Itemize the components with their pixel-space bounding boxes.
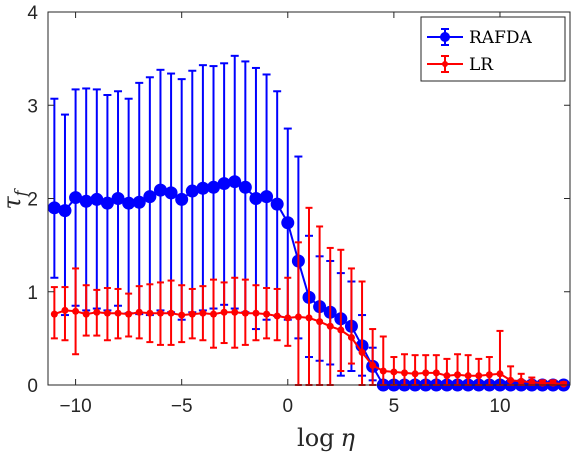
data-point-rafda <box>185 184 199 198</box>
x-tick-label: 5 <box>389 396 400 417</box>
y-tick-label: 2 <box>27 190 38 211</box>
data-point-lr <box>188 310 196 318</box>
data-point-rafda <box>249 192 263 205</box>
data-point-rafda <box>58 204 72 218</box>
legend-entry-lr: LR <box>427 55 494 75</box>
x-tick-label: −5 <box>171 396 193 417</box>
data-point-lr <box>379 367 387 375</box>
y-tick-label: 0 <box>27 376 38 397</box>
data-point-lr <box>411 370 419 378</box>
data-point-lr <box>475 372 483 380</box>
data-point-lr <box>528 378 536 386</box>
data-point-lr <box>316 318 324 326</box>
data-point-lr <box>326 322 334 330</box>
data-point-rafda <box>217 177 231 191</box>
data-point-lr <box>454 371 462 379</box>
data-point-lr <box>156 309 164 317</box>
data-point-rafda <box>100 196 114 210</box>
legend-marker-lr <box>442 61 448 67</box>
data-point-rafda <box>79 194 93 208</box>
data-point-rafda <box>175 192 189 206</box>
data-point-rafda <box>228 175 242 189</box>
data-point-lr <box>517 377 525 385</box>
data-point-lr <box>178 311 186 319</box>
y-axis: 0 1 2 3 4 <box>27 3 570 397</box>
data-point-rafda <box>132 195 146 209</box>
data-point-lr <box>507 376 515 384</box>
x-axis: −10 −5 0 5 10 <box>59 12 511 417</box>
data-point-rafda <box>281 216 295 230</box>
data-point-lr <box>61 306 69 314</box>
legend-label-rafda: RAFDA <box>469 28 533 48</box>
x-tick-label: −10 <box>59 396 91 417</box>
x-tick-label: 10 <box>489 396 510 417</box>
data-point-lr <box>167 309 175 317</box>
data-point-lr <box>135 308 143 316</box>
data-point-lr <box>390 368 398 376</box>
data-point-lr <box>146 309 154 317</box>
data-point-rafda <box>143 190 157 204</box>
legend-marker-rafda <box>440 32 450 42</box>
data-point-rafda <box>207 180 221 194</box>
data-point-lr <box>560 380 568 388</box>
data-point-lr <box>50 310 58 318</box>
data-point-lr <box>347 333 355 341</box>
data-point-rafda <box>238 180 252 194</box>
data-point-lr <box>538 379 546 387</box>
data-point-lr <box>220 308 228 316</box>
data-point-lr <box>485 371 493 379</box>
data-point-lr <box>400 369 408 377</box>
data-point-lr <box>464 372 472 380</box>
data-point-lr <box>125 310 133 318</box>
data-point-lr <box>369 361 377 369</box>
x-axis-label: log η <box>297 424 356 452</box>
y-axis-label: τf <box>0 187 30 209</box>
data-point-lr <box>432 369 440 377</box>
data-point-lr <box>93 308 101 316</box>
data-point-rafda <box>90 192 104 206</box>
data-point-rafda <box>69 191 83 205</box>
data-point-lr <box>231 308 239 316</box>
data-point-rafda <box>164 186 178 200</box>
data-point-lr <box>496 370 504 378</box>
data-point-lr <box>305 314 313 322</box>
data-point-lr <box>252 309 260 317</box>
data-point-lr <box>337 326 345 334</box>
y-tick-label: 1 <box>27 283 38 304</box>
legend-entry-rafda: RAFDA <box>427 28 533 48</box>
data-point-lr <box>443 372 451 380</box>
data-point-lr <box>294 313 302 321</box>
data-point-rafda <box>260 190 274 204</box>
data-point-lr <box>422 369 430 377</box>
data-point-lr <box>210 310 218 318</box>
data-point-rafda <box>122 196 136 210</box>
data-point-lr <box>241 309 249 317</box>
data-point-rafda <box>270 197 284 211</box>
data-point-rafda <box>111 192 125 205</box>
y-tick-label: 4 <box>27 3 38 24</box>
data-point-lr <box>284 314 292 322</box>
data-point-lr <box>72 307 80 315</box>
data-point-lr <box>273 312 281 320</box>
legend-label-lr: LR <box>469 55 494 75</box>
data-point-lr <box>103 309 111 317</box>
data-point-rafda <box>47 201 61 215</box>
plot-area <box>47 54 571 392</box>
data-point-lr <box>82 310 90 318</box>
data-point-lr <box>549 379 557 387</box>
x-tick-label: 0 <box>282 396 293 417</box>
data-point-rafda <box>196 181 210 195</box>
data-point-lr <box>263 310 271 318</box>
data-point-lr <box>114 309 122 317</box>
y-tick-label: 3 <box>27 96 38 117</box>
data-point-lr <box>199 309 207 317</box>
legend: RAFDA LR <box>420 16 566 82</box>
data-point-rafda <box>153 183 167 197</box>
data-point-lr <box>358 348 366 356</box>
